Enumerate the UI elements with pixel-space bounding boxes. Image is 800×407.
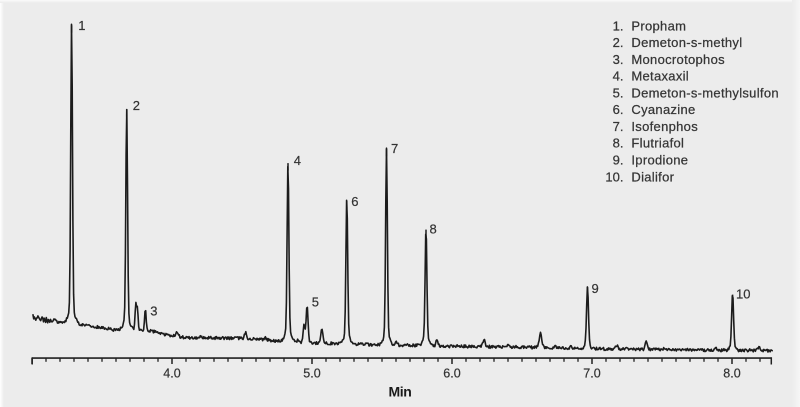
svg-text:9: 9 [592,281,599,296]
svg-text:Demeton-s-methylsulfon: Demeton-s-methylsulfon [631,85,779,100]
svg-text:4.: 4. [613,69,624,84]
svg-text:6: 6 [351,194,358,209]
svg-text:Cyanazine: Cyanazine [631,102,695,117]
svg-text:7.0: 7.0 [583,367,600,381]
svg-text:4.0: 4.0 [163,367,180,381]
svg-text:Isofenphos: Isofenphos [631,119,698,134]
svg-text:6.: 6. [613,102,624,117]
svg-text:Flutriafol: Flutriafol [631,136,684,151]
svg-text:8.0: 8.0 [723,367,740,381]
svg-text:3.: 3. [613,52,624,67]
svg-text:5.: 5. [613,85,624,100]
svg-text:1.: 1. [613,18,624,33]
svg-text:5.0: 5.0 [303,367,320,381]
svg-text:5: 5 [312,295,319,310]
svg-text:Metaxaxil: Metaxaxil [631,69,689,84]
svg-text:Demeton-s-methyl: Demeton-s-methyl [631,35,742,50]
svg-text:4: 4 [294,153,301,168]
svg-text:10.: 10. [605,169,623,184]
svg-text:2.: 2. [613,35,624,50]
svg-text:Dialifor: Dialifor [631,169,674,184]
svg-text:2: 2 [133,98,140,113]
svg-text:7.: 7. [613,119,624,134]
svg-text:3: 3 [150,304,157,319]
svg-text:8: 8 [430,222,437,237]
svg-text:9.: 9. [613,153,624,168]
svg-text:7: 7 [391,141,398,156]
svg-text:6.0: 6.0 [443,367,460,381]
svg-text:Monocrotophos: Monocrotophos [631,52,725,67]
svg-text:Iprodione: Iprodione [631,153,688,168]
svg-text:8.: 8. [613,136,624,151]
svg-text:1: 1 [78,18,85,33]
svg-text:Propham: Propham [631,18,686,33]
svg-text:10: 10 [736,287,750,302]
svg-text:Min: Min [389,383,412,399]
